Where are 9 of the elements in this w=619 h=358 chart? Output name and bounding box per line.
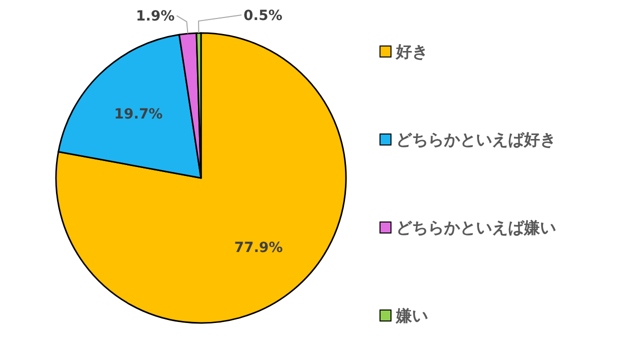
legend-label: 好き: [395, 42, 428, 61]
data-label: 0.5%: [244, 8, 282, 24]
data-label: 77.9%: [234, 240, 283, 256]
data-label: 1.9%: [136, 8, 175, 25]
legend-label: どちらかといえば好き: [396, 130, 556, 149]
pie-slice: [55, 32, 347, 324]
legend-label: 嫌い: [395, 306, 428, 325]
legend-label: どちらかといえば嫌い: [396, 218, 556, 237]
data-label: 19.7%: [114, 106, 163, 122]
